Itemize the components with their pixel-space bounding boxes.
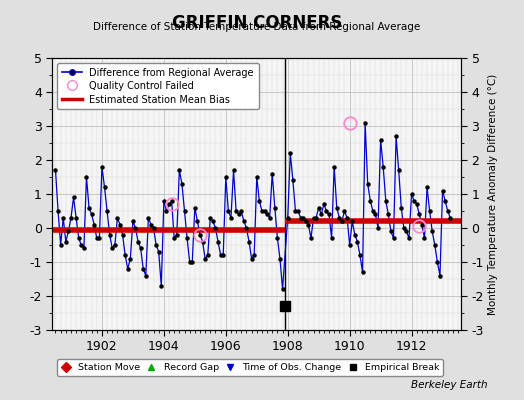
Text: Difference of Station Temperature Data from Regional Average: Difference of Station Temperature Data f… — [93, 22, 420, 32]
Y-axis label: Monthly Temperature Anomaly Difference (°C): Monthly Temperature Anomaly Difference (… — [488, 73, 498, 315]
Text: Berkeley Earth: Berkeley Earth — [411, 380, 487, 390]
Text: GRIFFIN CORNERS: GRIFFIN CORNERS — [171, 14, 342, 32]
Legend: Station Move, Record Gap, Time of Obs. Change, Empirical Break: Station Move, Record Gap, Time of Obs. C… — [57, 359, 443, 376]
